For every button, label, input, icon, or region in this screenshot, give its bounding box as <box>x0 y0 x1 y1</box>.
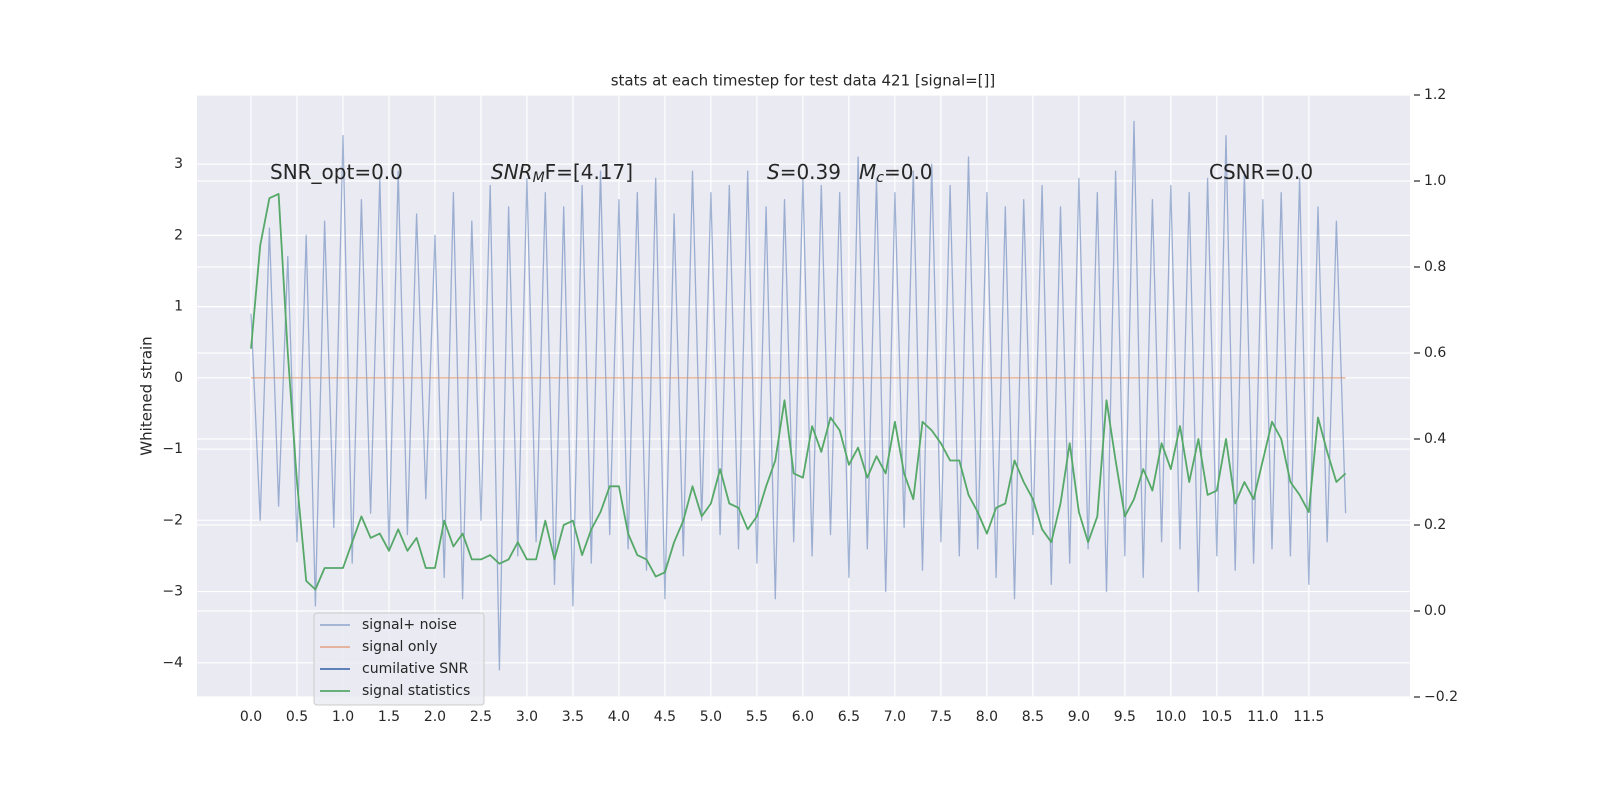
y2-tick-label: 0.8 <box>1424 259 1446 275</box>
y-tick-label: −2 <box>162 512 183 528</box>
y2-tick-label: 0.4 <box>1424 431 1446 447</box>
annotation: SNR_opt=0.0 <box>270 160 403 184</box>
chart-title: stats at each timestep for test data 421… <box>611 72 996 90</box>
annotation-math: M <box>859 160 876 184</box>
y2-tick-label: 0.6 <box>1424 345 1446 361</box>
x-tick-label: 0.0 <box>240 709 262 725</box>
x-tick-label: 3.5 <box>562 709 584 725</box>
legend: signal+ noise signal only cumilative SNR si… <box>313 612 485 706</box>
series-line <box>250 120 1347 671</box>
x-tick-label: 9.0 <box>1068 709 1090 725</box>
legend-label: cumilative SNR <box>362 661 469 677</box>
x-tick-label: 4.0 <box>608 709 630 725</box>
y2-tick-label: 1.2 <box>1424 87 1446 103</box>
legend-label: signal statistics <box>362 683 470 699</box>
annotation-text: CSNR=0.0 <box>1209 160 1313 184</box>
x-tick-label: 5.0 <box>700 709 722 725</box>
legend-label: signal only <box>362 639 437 655</box>
x-tick-label: 7.5 <box>930 709 952 725</box>
x-tick-label: 6.0 <box>792 709 814 725</box>
x-tick-label: 10.0 <box>1155 709 1186 725</box>
y2-tick-label: −0.2 <box>1424 689 1458 705</box>
y-tick-label: −4 <box>162 655 183 671</box>
x-tick-label: 2.0 <box>424 709 446 725</box>
annotation: CSNR=0.0 <box>1209 160 1313 184</box>
annotation: S=0.39 <box>767 160 841 184</box>
annotation-text: SNR_opt=0.0 <box>270 160 403 184</box>
x-tick-label: 8.0 <box>976 709 998 725</box>
x-tick-label: 0.5 <box>286 709 308 725</box>
x-tick-label: 7.0 <box>884 709 906 725</box>
y-tick-label: 0 <box>174 370 183 386</box>
x-tick-label: 10.5 <box>1201 709 1232 725</box>
annotation-subscript: c <box>876 170 884 186</box>
x-tick-label: 5.5 <box>746 709 768 725</box>
y-axis-label: Whitened strain <box>138 336 156 455</box>
series-line <box>250 193 1347 591</box>
y-tick-label: 2 <box>174 227 183 243</box>
y-tick-label: 3 <box>174 156 183 172</box>
y2-tick-label: 0.2 <box>1424 517 1446 533</box>
x-tick-label: 3.0 <box>516 709 538 725</box>
x-tick-label: 2.5 <box>470 709 492 725</box>
y-tick-label: 1 <box>174 299 183 315</box>
legend-label: signal+ noise <box>362 617 457 633</box>
annotation-math: SNR <box>491 160 533 184</box>
y2-tick-label: 1.0 <box>1424 173 1446 189</box>
x-tick-label: 1.0 <box>332 709 354 725</box>
annotation: Mc=0.0 <box>859 160 933 187</box>
grid <box>197 94 1410 698</box>
annotation-text: =0.39 <box>780 160 841 184</box>
y-tick-label: −1 <box>162 441 183 457</box>
x-tick-label: 4.5 <box>654 709 676 725</box>
x-tick-label: 6.5 <box>838 709 860 725</box>
x-tick-label: 9.5 <box>1114 709 1136 725</box>
x-tick-label: 1.5 <box>378 709 400 725</box>
x-tick-label: 8.5 <box>1022 709 1044 725</box>
x-tick-label: 11.5 <box>1293 709 1324 725</box>
legend-box <box>313 612 485 706</box>
y2-tick-label: 0.0 <box>1424 603 1446 619</box>
y-tick-label: −3 <box>162 584 183 600</box>
annotation-math: S <box>767 160 780 184</box>
annotation: SNRMF=[4.17] <box>491 160 633 187</box>
annotation-subscript: M <box>533 170 545 186</box>
x-tick-label: 11.0 <box>1247 709 1278 725</box>
annotation-text: =0.0 <box>884 160 933 184</box>
annotation-text: F=[4.17] <box>545 160 633 184</box>
